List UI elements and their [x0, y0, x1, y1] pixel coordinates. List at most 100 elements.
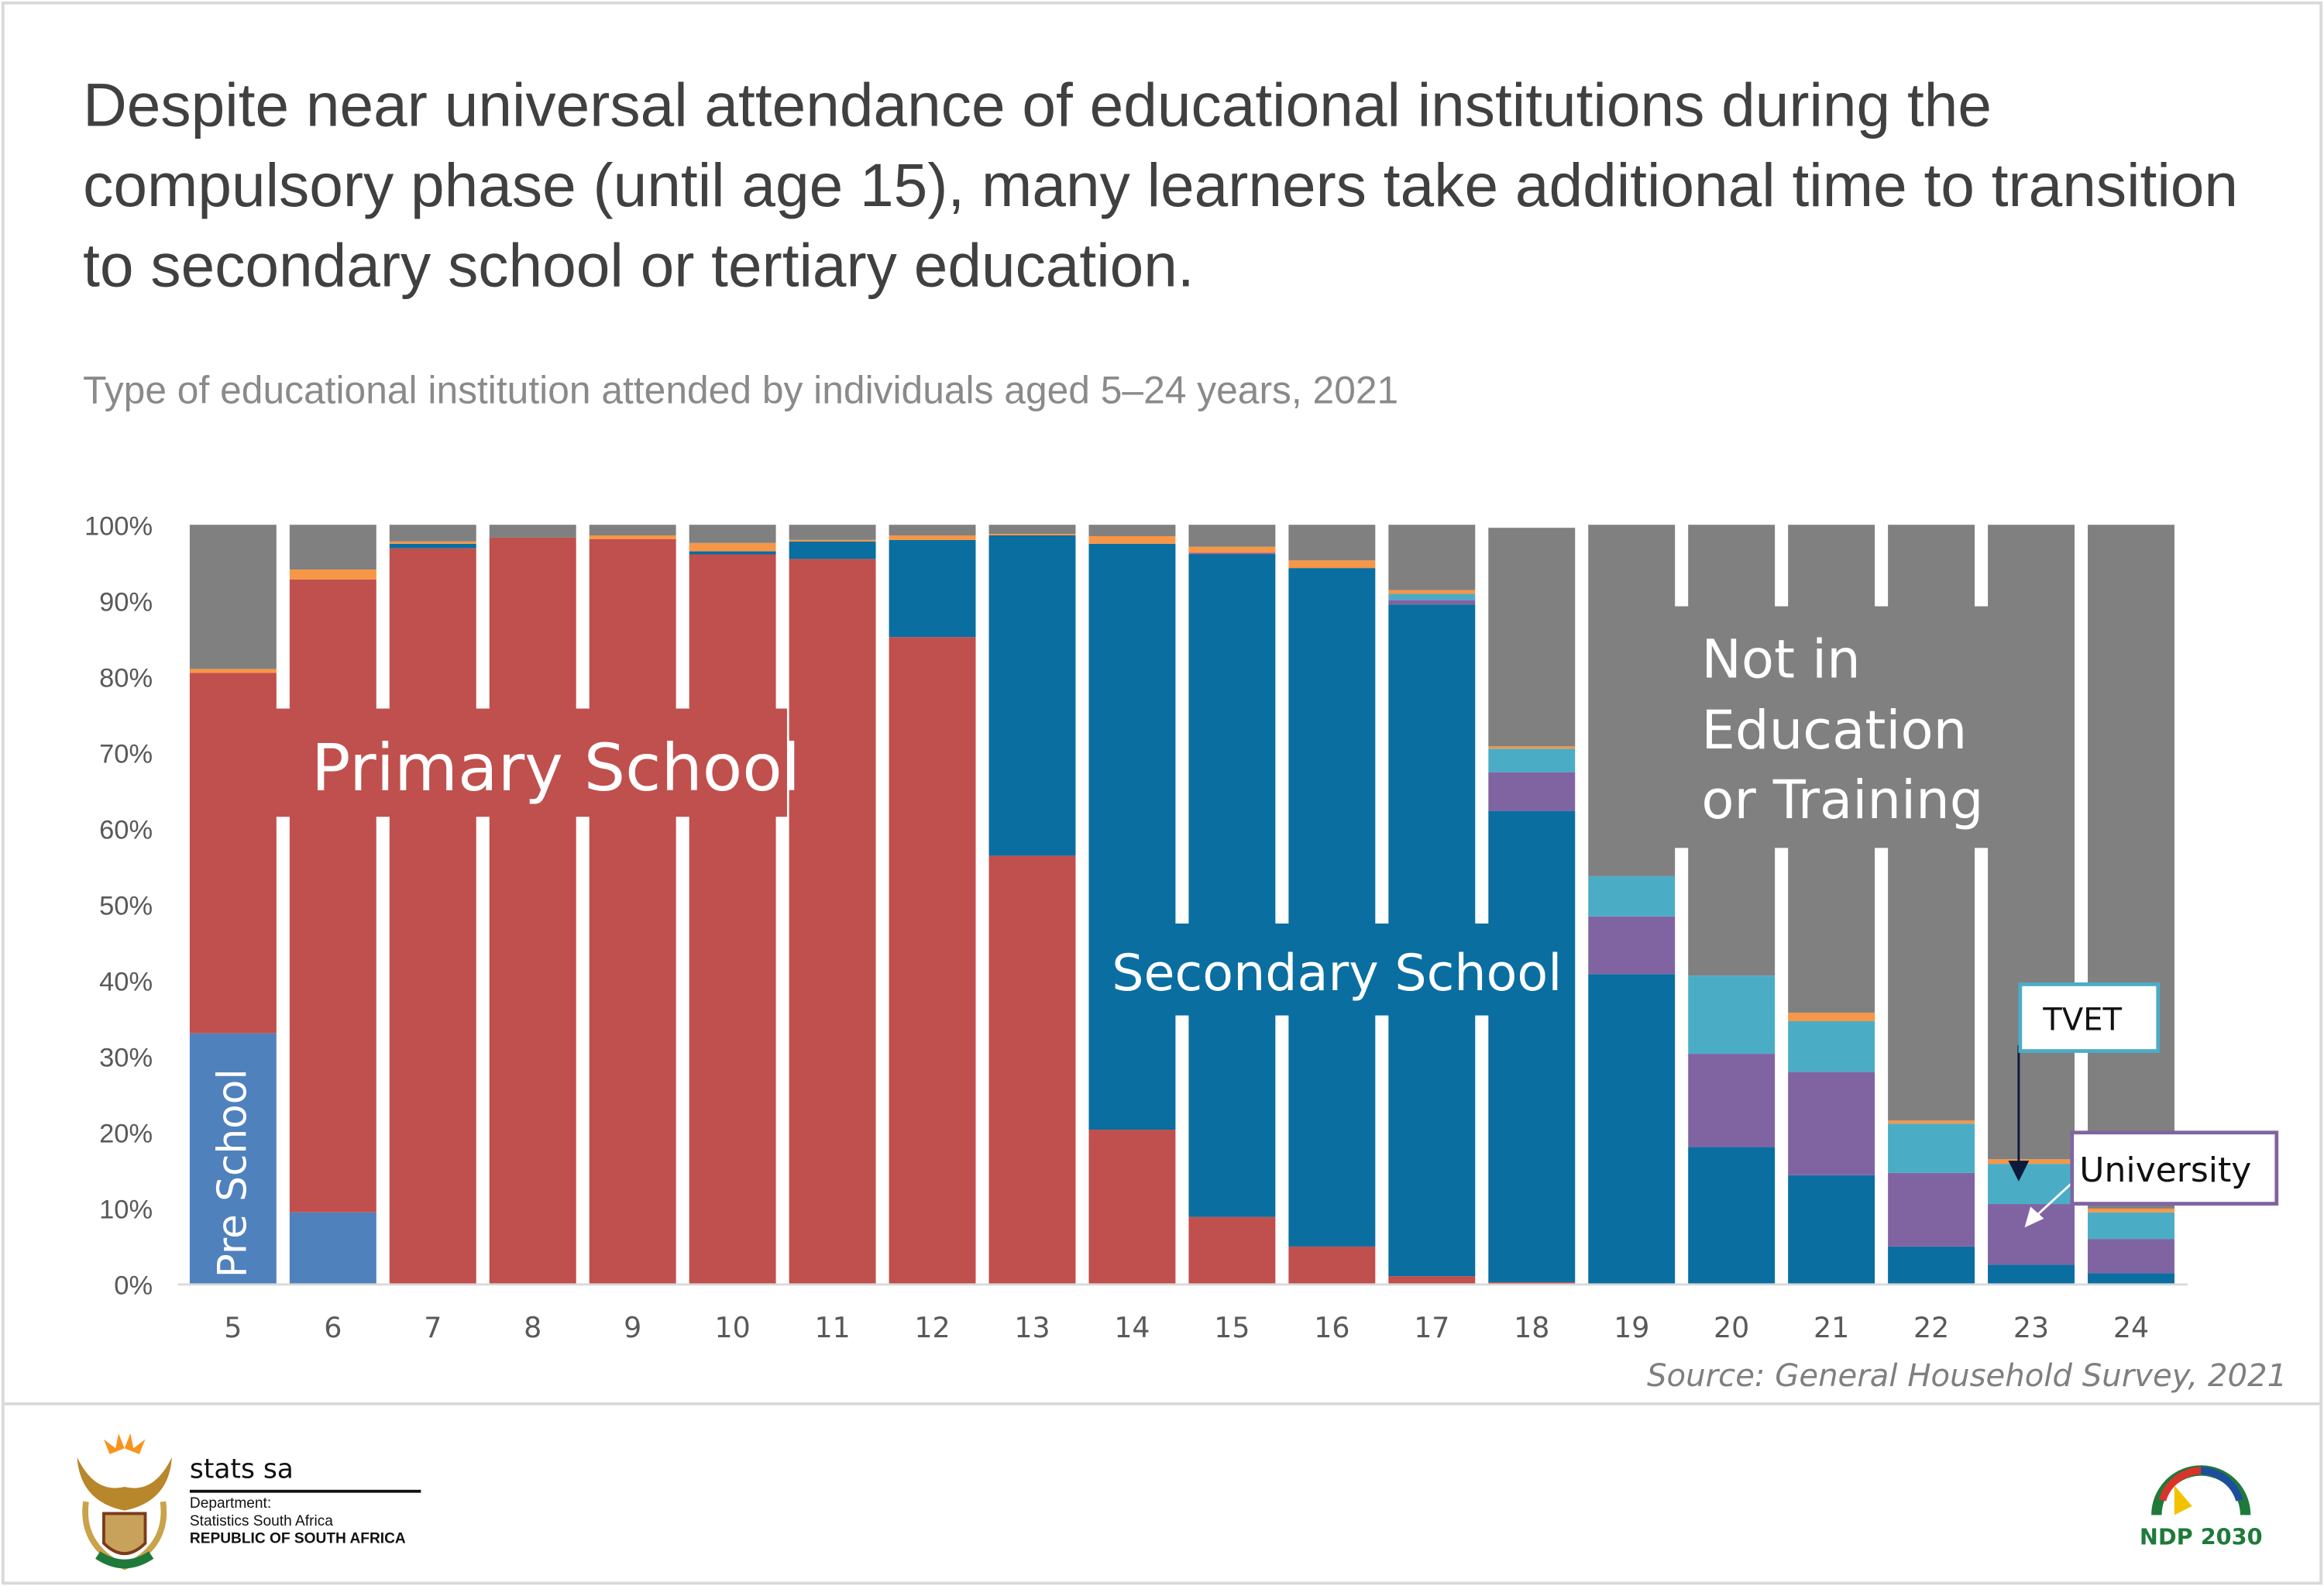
bar-segment-age-17-series-5 — [1388, 590, 1476, 594]
bar-segment-age-13-series-2 — [988, 535, 1076, 856]
x-tick-label: 7 — [424, 1311, 442, 1344]
bar-segment-age-20-series-2 — [1688, 1147, 1776, 1284]
bar-segment-age-19-series-4 — [1588, 876, 1676, 917]
bar-segment-age-6-series-5 — [289, 569, 376, 580]
y-tick-label: 80% — [99, 664, 153, 693]
bar-segment-age-19-series-2 — [1588, 974, 1676, 1284]
bar-segment-age-11-series-6 — [789, 525, 876, 540]
bar-segment-age-16-series-5 — [1288, 560, 1376, 569]
department-name: Statistics South Africa — [189, 1513, 333, 1530]
coat-of-arms-icon — [77, 1433, 172, 1571]
bar-segment-age-21-series-4 — [1788, 1020, 1875, 1072]
bar-segment-age-17-series-6 — [1388, 525, 1476, 590]
y-tick-label: 0% — [114, 1271, 153, 1300]
bar-segment-age-15-series-6 — [1188, 525, 1276, 547]
bar-segment-age-18-series-1 — [1488, 1282, 1576, 1284]
x-tick-label: 12 — [914, 1311, 950, 1344]
x-axis-ticks: 5 6 7 8 9 10 11 12 13 14 15 16 17 18 19 20 21 22 23 24 — [224, 1311, 2149, 1344]
y-tick-label: 50% — [99, 891, 153, 920]
x-tick-label: 5 — [224, 1311, 242, 1344]
footer-divider — [4, 1402, 2320, 1405]
bar-segment-age-23-series-4 — [1988, 1164, 2075, 1205]
bar-segment-age-22-series-5 — [1888, 1120, 1975, 1124]
bar-segment-age-18-series-3 — [1488, 772, 1576, 811]
bar-segment-age-15-series-1 — [1188, 1216, 1276, 1284]
bar-segment-age-6-series-6 — [289, 525, 376, 570]
chart-subtitle: Type of educational institution attended… — [83, 367, 1399, 412]
bar-segment-age-6-series-0 — [289, 1212, 376, 1284]
ndp-logo-text: NDP 2030 — [2140, 1524, 2263, 1550]
neet-label-bg — [1674, 606, 1992, 848]
bar-segment-age-11-series-5 — [789, 539, 876, 542]
bar-segment-age-17-series-1 — [1388, 1276, 1476, 1284]
bar-segment-age-13-series-5 — [988, 534, 1076, 536]
y-axis-ticks: 0% 10% 20% 30% 40% 50% 60% 70% 80% 90% 100% — [84, 512, 153, 1301]
x-tick-label: 22 — [1913, 1311, 1949, 1344]
bar-segment-age-11-series-1 — [789, 559, 876, 1284]
bar-segment-age-14-series-1 — [1088, 1130, 1176, 1284]
x-tick-label: 16 — [1314, 1311, 1349, 1344]
tvet-arrowhead-icon — [2008, 1161, 2030, 1182]
bar-segment-age-5-series-1 — [189, 673, 277, 1034]
x-tick-label: 10 — [715, 1311, 751, 1344]
neet-label-line2: Education — [1701, 700, 1967, 762]
bar-segment-age-21-series-2 — [1788, 1175, 1875, 1284]
x-tick-label: 11 — [814, 1311, 850, 1344]
x-tick-label: 23 — [2013, 1311, 2049, 1344]
y-tick-label: 40% — [99, 967, 153, 996]
x-tick-label: 21 — [1813, 1311, 1849, 1344]
x-tick-label: 8 — [524, 1311, 541, 1344]
bar-segment-age-13-series-1 — [988, 855, 1076, 1284]
bar-segment-age-17-series-4 — [1388, 593, 1476, 600]
primary-label-bg — [275, 708, 787, 817]
y-tick-label: 20% — [99, 1119, 153, 1148]
x-tick-label: 9 — [624, 1311, 641, 1344]
bar-segment-age-21-series-5 — [1788, 1013, 1875, 1021]
y-tick-label: 30% — [99, 1043, 153, 1072]
bar-segment-age-24-series-4 — [2088, 1212, 2174, 1240]
university-callout-box — [2070, 1130, 2279, 1206]
bar-segment-age-12-series-6 — [889, 525, 976, 536]
bar-segment-age-24-series-3 — [2088, 1239, 2174, 1274]
bar-segment-age-10-series-2 — [689, 551, 776, 555]
bar-segment-age-17-series-3 — [1388, 600, 1476, 605]
y-tick-label: 70% — [99, 740, 153, 769]
x-tick-label: 18 — [1514, 1311, 1549, 1344]
bar-segment-age-18-series-5 — [1488, 746, 1576, 749]
primary-school-label: Primary School — [311, 730, 800, 806]
x-tick-label: 15 — [1214, 1311, 1250, 1344]
page-title: Despite near universal attendance of edu… — [83, 71, 2239, 300]
department-label: Department: — [189, 1495, 272, 1512]
stats-sa-wordmark: stats sa — [189, 1454, 294, 1486]
bar-segment-age-14-series-2 — [1088, 543, 1176, 1130]
bar-segment-age-15-series-2 — [1188, 554, 1276, 1217]
bar-segment-age-7-series-1 — [389, 548, 476, 1284]
bar-segment-age-21-series-3 — [1788, 1072, 1875, 1175]
bar-segment-age-7-series-6 — [389, 525, 476, 542]
bar-segment-age-12-series-5 — [889, 535, 976, 540]
bar-segment-age-13-series-6 — [988, 525, 1076, 535]
bar-segment-age-5-series-0 — [189, 1033, 277, 1284]
bar-segment-age-12-series-2 — [889, 539, 976, 638]
tvet-callout-box — [2018, 982, 2161, 1053]
y-tick-label: 100% — [84, 512, 153, 542]
bar-segment-age-6-series-1 — [289, 579, 376, 1213]
bar-segment-age-15-series-3 — [1188, 552, 1276, 555]
bar-segment-age-23-series-2 — [1988, 1264, 2075, 1284]
bar-segment-age-24-series-2 — [2088, 1273, 2174, 1284]
country-name: REPUBLIC OF SOUTH AFRICA — [189, 1531, 406, 1548]
bar-segment-age-10-series-1 — [689, 554, 776, 1284]
x-tick-label: 17 — [1414, 1311, 1449, 1344]
bar-segment-age-12-series-1 — [889, 637, 976, 1284]
bar-segment-age-11-series-2 — [789, 541, 876, 559]
bar-segment-age-20-series-4 — [1688, 975, 1776, 1054]
logo-rule — [189, 1489, 421, 1492]
bar-segment-age-10-series-6 — [689, 525, 776, 543]
pre-school-label: Pre School — [210, 1068, 256, 1278]
bar-segment-age-23-series-5 — [1988, 1159, 2075, 1165]
y-tick-label: 90% — [99, 588, 153, 618]
x-tick-label: 20 — [1714, 1311, 1749, 1344]
bar-segment-age-24-series-5 — [2088, 1208, 2174, 1213]
